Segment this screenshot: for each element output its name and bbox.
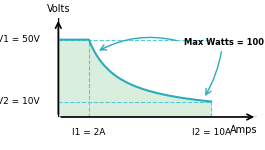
- Text: I2 = 10A: I2 = 10A: [192, 128, 231, 137]
- Polygon shape: [58, 40, 211, 117]
- Text: V2 = 10V: V2 = 10V: [0, 97, 40, 106]
- Text: V1 = 50V: V1 = 50V: [0, 35, 40, 44]
- Text: Max Watts = 100 W: Max Watts = 100 W: [184, 38, 265, 47]
- Text: I1 = 2A: I1 = 2A: [72, 128, 105, 137]
- Text: Volts: Volts: [47, 4, 70, 14]
- Text: Amps: Amps: [229, 125, 257, 135]
